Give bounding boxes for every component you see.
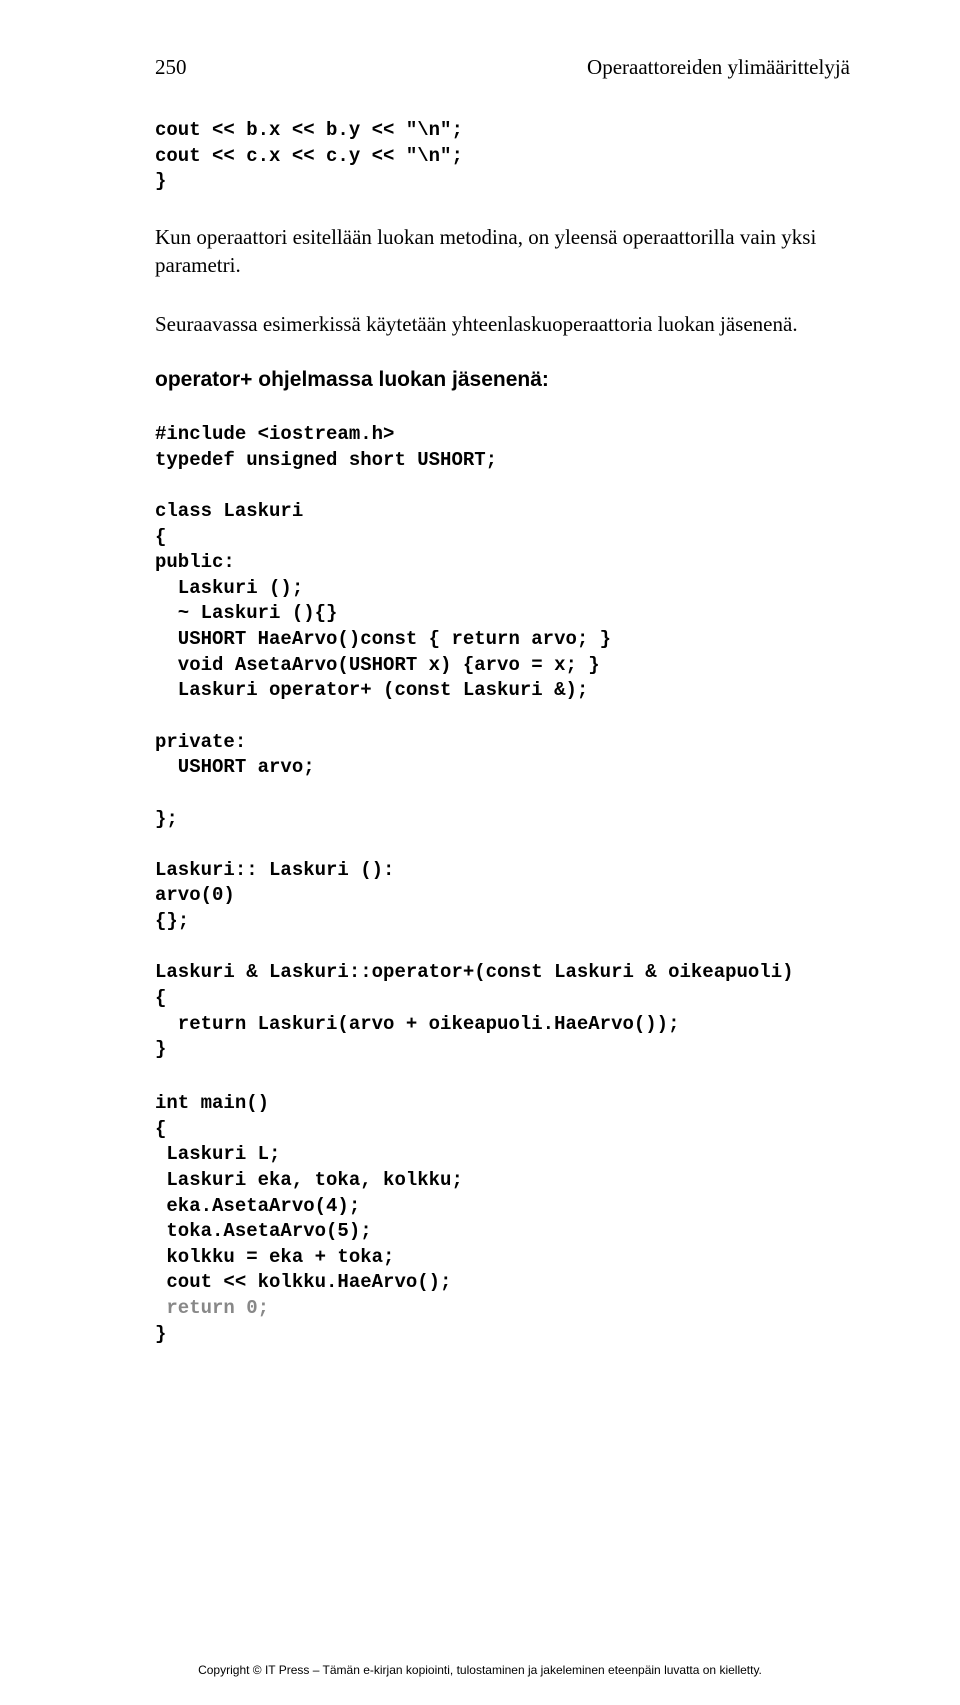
code-faded: return 0; <box>155 1297 269 1319</box>
code-text: int main() { Laskuri L; Laskuri eka, tok… <box>155 1092 463 1293</box>
paragraph-1: Kun operaattori esitellään luokan metodi… <box>155 223 850 280</box>
copyright-notice: Copyright © IT Press – Tämän e-kirjan ko… <box>0 1663 960 1677</box>
paragraph-2: Seuraavassa esimerkissä käytetään yhteen… <box>155 310 850 338</box>
code-snippet-2a: #include <iostream.h> typedef unsigned s… <box>155 422 850 1063</box>
code-snippet-1: cout << b.x << b.y << "\n"; cout << c.x … <box>155 118 850 195</box>
section-heading: operator+ ohjelmassa luokan jäsenenä: <box>155 368 850 392</box>
page-number: 250 <box>155 55 187 80</box>
code-text-end: } <box>155 1323 166 1345</box>
code-snippet-2b: int main() { Laskuri L; Laskuri eka, tok… <box>155 1091 850 1347</box>
chapter-title: Operaattoreiden ylimäärittelyjä <box>587 55 850 80</box>
page-header: 250 Operaattoreiden ylimäärittelyjä <box>155 55 850 80</box>
